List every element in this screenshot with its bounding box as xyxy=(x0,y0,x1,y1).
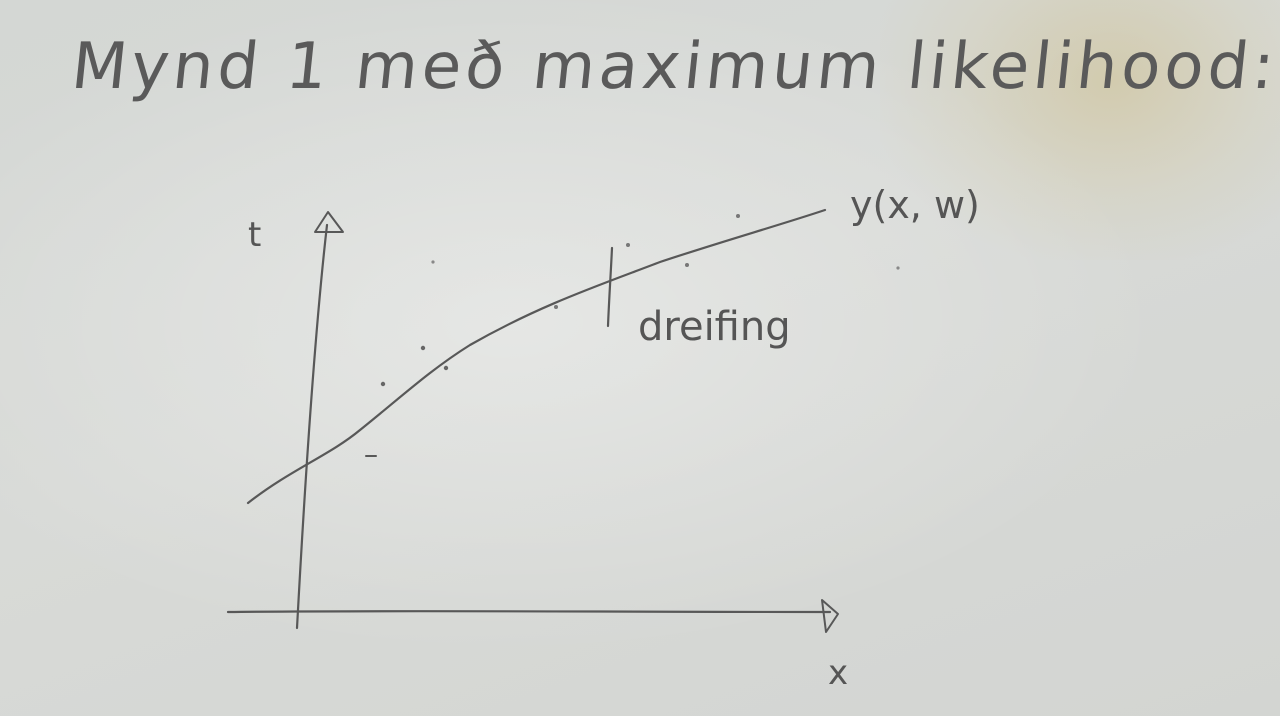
data-point xyxy=(896,266,900,270)
x-axis xyxy=(226,610,832,614)
data-point xyxy=(431,260,435,264)
fitted-curve xyxy=(246,208,827,505)
data-point xyxy=(443,365,449,371)
y-axis xyxy=(295,223,329,630)
distribution-label: dreifing xyxy=(638,304,791,350)
y-axis-arrowhead xyxy=(314,211,344,233)
y-axis-label: t xyxy=(248,215,261,255)
x-axis-label: x xyxy=(828,653,848,693)
x-axis-arrowhead xyxy=(821,599,839,633)
data-point xyxy=(554,305,558,309)
data-points xyxy=(365,214,900,457)
data-point xyxy=(736,214,740,218)
data-point xyxy=(685,263,689,267)
data-point xyxy=(380,381,386,387)
data-point xyxy=(626,243,630,247)
curve-label: y(x, w) xyxy=(850,183,980,227)
distribution-marker xyxy=(606,246,614,328)
data-point xyxy=(420,345,426,351)
